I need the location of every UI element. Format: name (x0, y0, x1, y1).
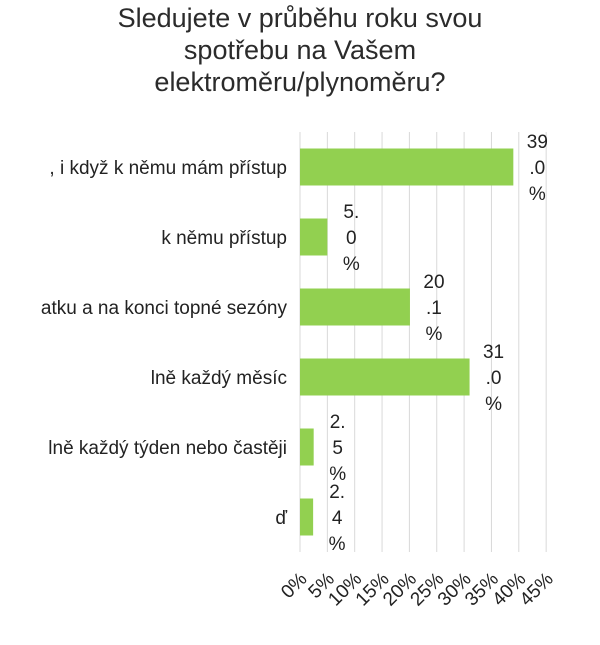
data-label: 31.0% (483, 342, 504, 415)
bar (300, 498, 314, 536)
x-tick-label: 45% (516, 569, 558, 611)
data-label: 20.1% (423, 272, 444, 345)
category-label: atku a na konci topné sezóny (41, 298, 288, 319)
data-label: 5. 0% (343, 202, 360, 275)
category-label: , i když k němu mám přístup (49, 158, 287, 179)
bar (300, 288, 410, 326)
bar (300, 428, 314, 466)
data-label: 2. 5% (329, 412, 346, 485)
category-label: k němu přístup (161, 228, 287, 249)
chart-title: Sledujete v průběhu roku svou spotřebu n… (117, 3, 483, 97)
bar (300, 358, 470, 396)
data-label: 39.0% (527, 132, 548, 205)
category-label: ď (275, 508, 287, 529)
bar (300, 148, 514, 186)
data-label: 2. 4% (329, 482, 346, 555)
category-label: lně každý týden nebo častěji (48, 438, 287, 459)
category-label: lně každý měsíc (151, 368, 287, 389)
bar (300, 218, 328, 256)
